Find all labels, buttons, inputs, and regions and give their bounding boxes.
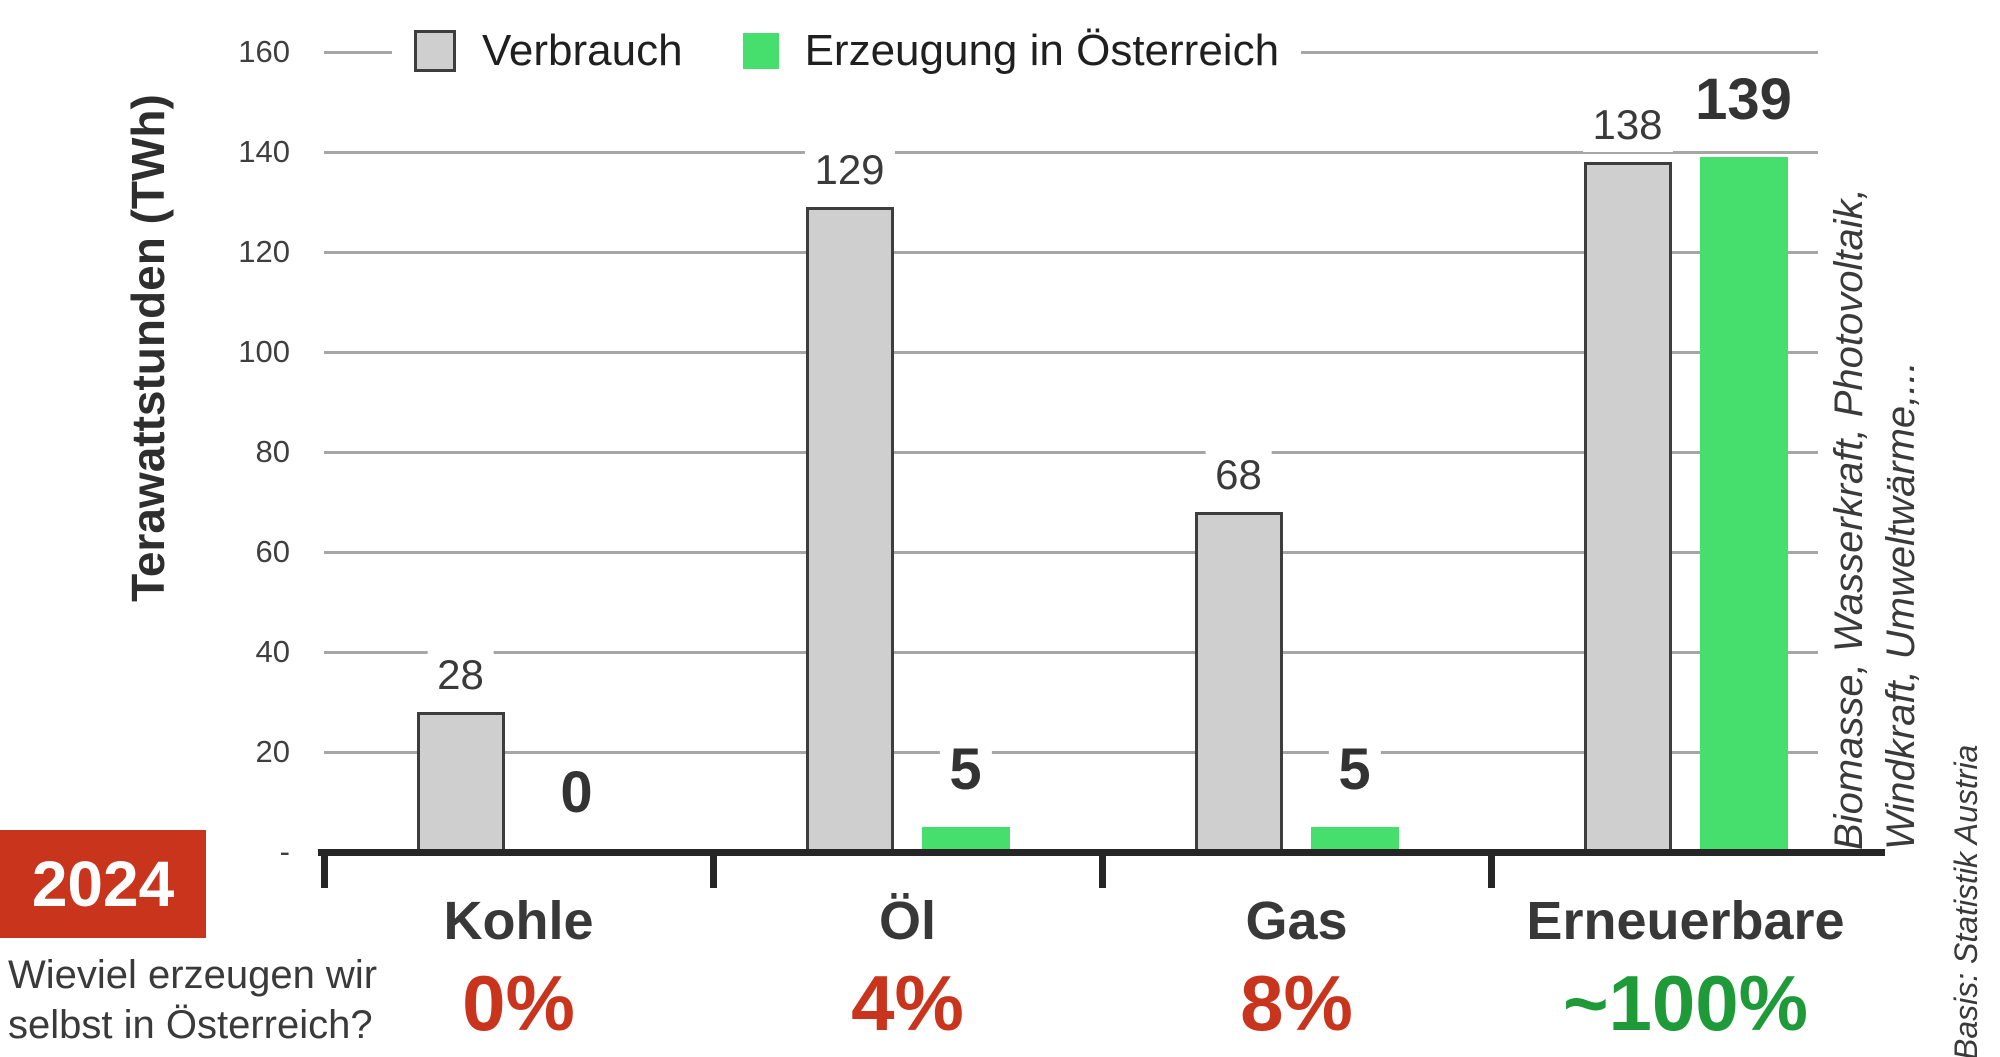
gridline-120: [324, 251, 1818, 254]
question-text: Wieviel erzeugen wir selbst in Österreic…: [8, 950, 377, 1050]
legend-label-erzeugung: Erzeugung in Österreich: [804, 26, 1280, 75]
year-text: 2024: [31, 848, 175, 920]
gridline-60: [324, 551, 1818, 554]
y-tick-140: 140: [238, 134, 290, 169]
y-tick-40: 40: [255, 634, 290, 669]
category-label-kohle: Kohle: [443, 891, 594, 951]
value-verbrauch-oel: 129: [804, 143, 895, 197]
x-axis-tick-1: [710, 852, 717, 888]
value-verbrauch-kohle: 28: [427, 648, 494, 702]
source-note: Basis: Statistik Austria: [1948, 744, 1984, 1057]
value-erzeugung-erneuerbare: 139: [1685, 67, 1802, 133]
category-label-erneuerbare: Erneuerbare: [1526, 891, 1845, 951]
y-tick-20: 20: [255, 734, 290, 769]
y-tick-100: 100: [238, 334, 290, 369]
bar-erzeugung-oel: [921, 827, 1010, 852]
year-badge: 2024: [0, 830, 206, 938]
side-note-line2: Windkraft, Umweltwärme,...: [1879, 361, 1923, 850]
bar-verbrauch-oel: [805, 207, 894, 852]
y-tick-160: 160: [238, 34, 290, 69]
bar-verbrauch-kohle: [416, 712, 505, 852]
side-note-line1: Biomasse, Wasserkraft, Photovoltaik,: [1827, 188, 1871, 850]
legend-label-verbrauch: Verbrauch: [482, 26, 683, 75]
value-erzeugung-oel: 5: [939, 737, 992, 803]
bar-verbrauch-erneuerbare: [1583, 162, 1672, 852]
value-verbrauch-erneuerbare: 138: [1582, 98, 1673, 152]
gridline-80: [324, 451, 1818, 454]
x-axis-tick-3: [1488, 852, 1495, 888]
renewables-side-note: Biomasse, Wasserkraft, Photovoltaik, Win…: [1823, 70, 1927, 850]
gridline-100: [324, 351, 1818, 354]
percent-label-kohle: 0%: [462, 959, 575, 1047]
bar-erzeugung-erneuerbare: [1699, 157, 1788, 852]
category-label-oel: Öl: [878, 891, 937, 951]
bar-erzeugung-gas: [1310, 827, 1399, 852]
question-line2: selbst in Österreich?: [8, 1003, 373, 1047]
legend-swatch-verbrauch: [414, 30, 456, 72]
legend-swatch-erzeugung: [742, 33, 779, 69]
category-label-gas: Gas: [1245, 891, 1348, 951]
question-line1: Wieviel erzeugen wir: [8, 953, 378, 997]
gridline-140: [324, 151, 1818, 154]
percent-label-oel: 4%: [851, 959, 964, 1047]
percent-label-erneuerbare: ~100%: [1562, 959, 1809, 1047]
value-erzeugung-gas: 5: [1328, 737, 1381, 803]
y-tick--: -: [279, 834, 290, 869]
y-tick-60: 60: [255, 534, 290, 569]
y-tick-80: 80: [255, 434, 290, 469]
value-verbrauch-gas: 68: [1205, 448, 1272, 502]
chart-legend: Verbrauch Erzeugung in Österreich: [392, 20, 1302, 82]
gridline-20: [324, 751, 1818, 754]
x-axis-tick-2: [1099, 852, 1106, 888]
gridline-40: [324, 651, 1818, 654]
x-axis-tick-0: [321, 852, 328, 888]
percent-label-gas: 8%: [1240, 959, 1353, 1047]
value-erzeugung-kohle: 0: [550, 760, 603, 826]
bar-verbrauch-gas: [1194, 512, 1283, 852]
y-tick-120: 120: [238, 234, 290, 269]
